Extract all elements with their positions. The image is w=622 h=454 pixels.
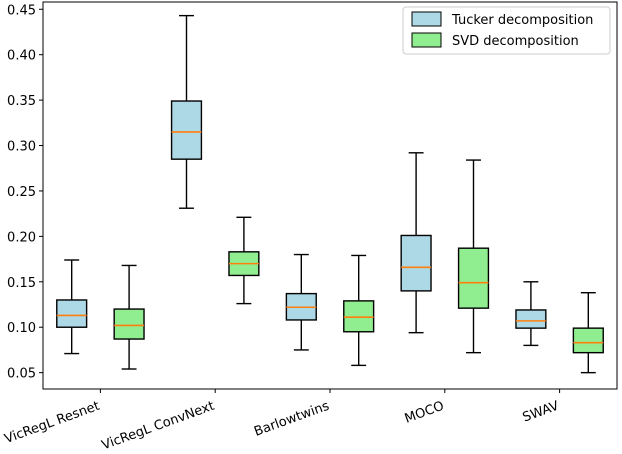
box-tucker-1 [56, 259, 88, 355]
box-iqr [170, 100, 203, 160]
y-tick-label: 0.40 [7, 49, 36, 64]
x-tick-label: VicRegL Resnet [3, 399, 102, 447]
legend-label-tucker: Tucker decomposition [451, 13, 593, 28]
box-iqr [56, 299, 88, 328]
x-tick-label: SWAV [521, 399, 561, 426]
box-tucker-5 [515, 281, 547, 347]
box-svd-1 [113, 264, 145, 370]
y-tick-label: 0.10 [7, 321, 36, 336]
legend-label-svd: SVD decomposition [452, 34, 579, 49]
box-iqr [113, 308, 145, 340]
y-tick-label: 0.05 [7, 367, 36, 382]
y-axis: 0.05 0.10 0.15 0.20 0.25 0.30 0.35 0.40 0.45 [7, 3, 43, 382]
plot-marks [56, 14, 604, 374]
box-svd-4 [457, 159, 490, 354]
box-tucker-2 [170, 14, 203, 209]
box-tucker-3 [285, 253, 317, 351]
y-tick-label: 0.15 [7, 276, 36, 291]
box-iqr [343, 300, 375, 333]
box-iqr [572, 327, 604, 354]
x-tick-label: VicRegL ConvNext [100, 399, 217, 454]
y-tick-label: 0.25 [7, 185, 36, 200]
box-svd-2 [228, 216, 260, 305]
legend-swatch-svd [411, 32, 442, 48]
x-tick-label: Barlowtwins [252, 399, 331, 440]
plot-frame [42, 1, 618, 390]
y-tick-label: 0.45 [7, 3, 36, 18]
box-svd-5 [572, 292, 604, 374]
box-svd-3 [343, 254, 375, 367]
box-iqr [515, 309, 547, 329]
legend-frame [402, 6, 611, 55]
y-tick-label: 0.35 [7, 94, 36, 109]
legend: Tucker decomposition SVD decomposition [402, 6, 611, 55]
box-iqr [400, 234, 432, 292]
y-tick-label: 0.30 [7, 140, 36, 155]
legend-swatch-tucker [411, 11, 442, 27]
y-tick-label: 0.20 [7, 230, 36, 245]
box-iqr [457, 247, 490, 309]
x-tick-label: MOCO [403, 399, 446, 427]
box-tucker-4 [400, 152, 432, 334]
